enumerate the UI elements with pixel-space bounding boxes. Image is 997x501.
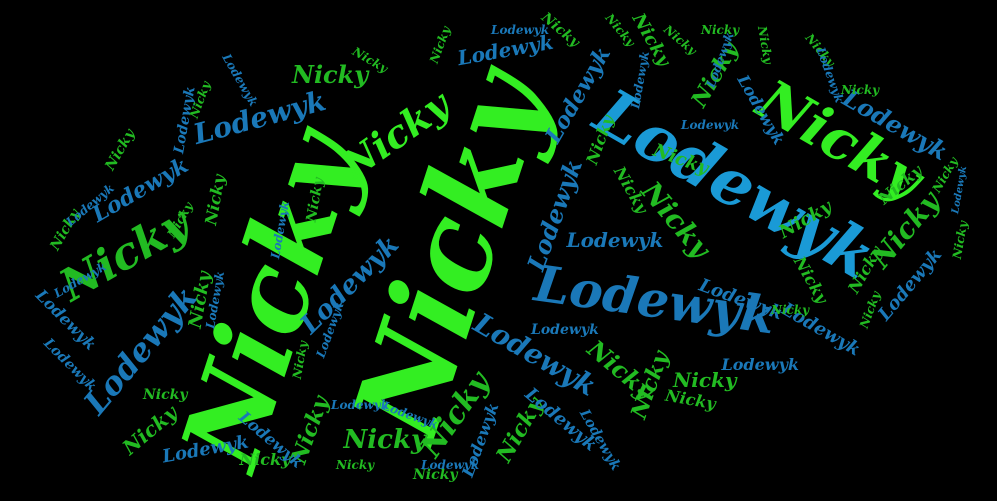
cloud-word-lodewyk: Lodewyk — [421, 458, 480, 472]
cloud-word-nicky: Nicky — [143, 387, 188, 403]
cloud-word-lodewyk: Lodewyk — [566, 228, 664, 252]
cloud-word-nicky: Nicky — [200, 173, 229, 227]
cloud-word-lodewyk: Lodewyk — [331, 398, 390, 412]
cloud-word-lodewyk: Lodewyk — [721, 355, 799, 374]
cloud-word-nicky: Nicky — [771, 303, 810, 317]
cloud-word-nicky: Nicky — [949, 220, 971, 260]
cloud-word-nicky: Nicky — [343, 425, 427, 455]
cloud-word-nicky: Nicky — [841, 83, 880, 97]
cloud-word-lodewyk: Lodewyk — [219, 51, 261, 109]
cloud-word-lodewyk: Lodewyk — [681, 118, 740, 132]
cloud-word-nicky: Nicky — [754, 25, 776, 65]
cloud-word-nicky: Nicky — [239, 450, 291, 469]
cloud-word-nicky: Nicky — [292, 60, 369, 89]
cloud-word-lodewyk: Lodewyk — [531, 322, 599, 338]
cloud-word-nicky: Nicky — [673, 368, 737, 392]
cloud-word-lodewyk: Lodewyk — [491, 23, 550, 37]
cloud-word-nicky: Nicky — [413, 467, 458, 483]
cloud-word-nicky: Nicky — [336, 458, 375, 472]
cloud-word-nicky: Nicky — [102, 126, 139, 174]
cloud-word-lodewyk: Lodewyk — [455, 29, 555, 71]
cloud-word-nicky: Nicky — [701, 23, 740, 37]
